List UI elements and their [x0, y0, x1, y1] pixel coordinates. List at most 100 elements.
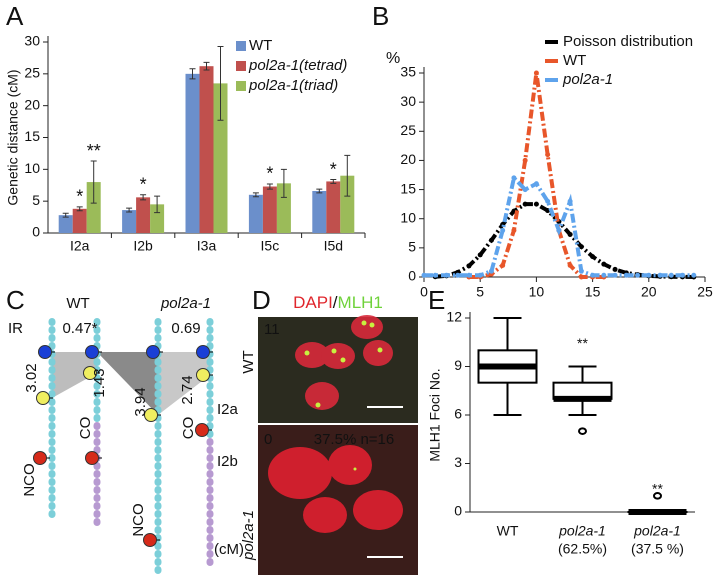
y-tick-label: 10 [24, 160, 40, 176]
bar [262, 186, 277, 233]
chromosome-bead [93, 438, 101, 446]
x-tick-label: WT [497, 523, 519, 539]
chromosome-bead [154, 558, 162, 566]
chromosome-bead [154, 454, 162, 462]
bar [72, 208, 87, 233]
whisker [493, 317, 522, 351]
chromosome-bead [206, 318, 214, 326]
whisker [568, 365, 597, 383]
point [511, 175, 517, 181]
legend-label: WT [563, 52, 586, 69]
chromosome-bead [48, 462, 56, 470]
chromosome-bead [206, 534, 214, 542]
chromosome-bead [206, 462, 214, 470]
chromosome-bead [93, 430, 101, 438]
significance-label: * [266, 164, 273, 184]
bar [185, 73, 200, 233]
chromosome-bead [93, 326, 101, 334]
bar [58, 215, 73, 233]
legend-label: Poisson distribution [563, 33, 693, 50]
panel-letter: A [6, 1, 24, 31]
x-tick-label: I3a [197, 238, 217, 254]
point [545, 152, 551, 158]
chromosome-bead [154, 478, 162, 486]
chromosome-bead [93, 334, 101, 342]
chromosome-bead [93, 382, 101, 390]
point [657, 272, 663, 278]
y-tick-label: 5 [408, 239, 416, 255]
outlier [653, 492, 662, 500]
class-label: CO [180, 417, 197, 440]
chromosome-bead [154, 486, 162, 494]
micrograph [258, 317, 418, 423]
interval-label: I2a [217, 401, 239, 418]
chromosome-bead [93, 502, 101, 510]
point [612, 272, 618, 278]
point [567, 262, 573, 268]
chromosome-bead [154, 366, 162, 374]
y-tick-label: 12 [446, 309, 462, 325]
significance-label: * [140, 175, 147, 195]
chromosome-bead [93, 518, 101, 526]
nuclei [268, 315, 403, 533]
chromosome-bead [206, 334, 214, 342]
chromosome-bead [48, 454, 56, 462]
interval-shade [52, 352, 97, 398]
x-tick-label: 0 [420, 284, 428, 300]
point [522, 201, 528, 207]
bar [136, 197, 151, 233]
frequency-note: 37.5% n=16 [314, 431, 395, 448]
chromosome-bead [206, 414, 214, 422]
chromosome-bead [93, 422, 101, 430]
chromosome-bead [154, 438, 162, 446]
x-tick-label: 20 [641, 284, 657, 300]
chromosome-bead [206, 446, 214, 454]
chromosome-bead [48, 478, 56, 486]
point [668, 272, 674, 278]
chromosome-bead [206, 454, 214, 462]
distance-label: 3.02 [23, 363, 40, 392]
panel-letter: C [6, 285, 25, 315]
point [578, 268, 584, 274]
marker [38, 345, 52, 359]
point [601, 272, 607, 278]
genotype-label: WT [240, 350, 257, 373]
bar [86, 182, 101, 233]
distance-label: 2.74 [179, 375, 196, 404]
error-bar [330, 179, 337, 184]
y-tick-label: 20 [24, 96, 40, 112]
interval-shade [158, 352, 210, 415]
point [533, 70, 539, 76]
error-bar [203, 61, 210, 71]
focus [377, 347, 383, 353]
bar [312, 190, 327, 233]
point [488, 268, 494, 274]
stain-name: MLH1 [338, 293, 383, 312]
chromosome-bead [154, 430, 162, 438]
chromosome-bead [154, 494, 162, 502]
class-label: NCO [21, 463, 38, 496]
marker [85, 345, 99, 359]
y-axis-label: % [386, 50, 400, 67]
y-tick-label: 0 [408, 268, 416, 284]
chromosome-bead [154, 390, 162, 398]
y-tick-label: 10 [400, 209, 416, 225]
marker [144, 408, 158, 422]
marker [195, 423, 209, 437]
point [590, 272, 596, 278]
panel-letter: E [428, 285, 445, 315]
nucleus [321, 343, 355, 369]
legend-label: pol2a-1 [562, 71, 613, 88]
point [477, 272, 483, 278]
chromosome-bead [48, 358, 56, 366]
point [477, 252, 483, 258]
point [533, 201, 539, 207]
chromosome-bead [206, 510, 214, 518]
chromosome-bead [48, 334, 56, 342]
y-tick-label: 6 [454, 406, 462, 422]
chromosome-bead [48, 510, 56, 518]
point [522, 187, 528, 193]
chromosome-bead [48, 406, 56, 414]
chromosome-bead [206, 502, 214, 510]
